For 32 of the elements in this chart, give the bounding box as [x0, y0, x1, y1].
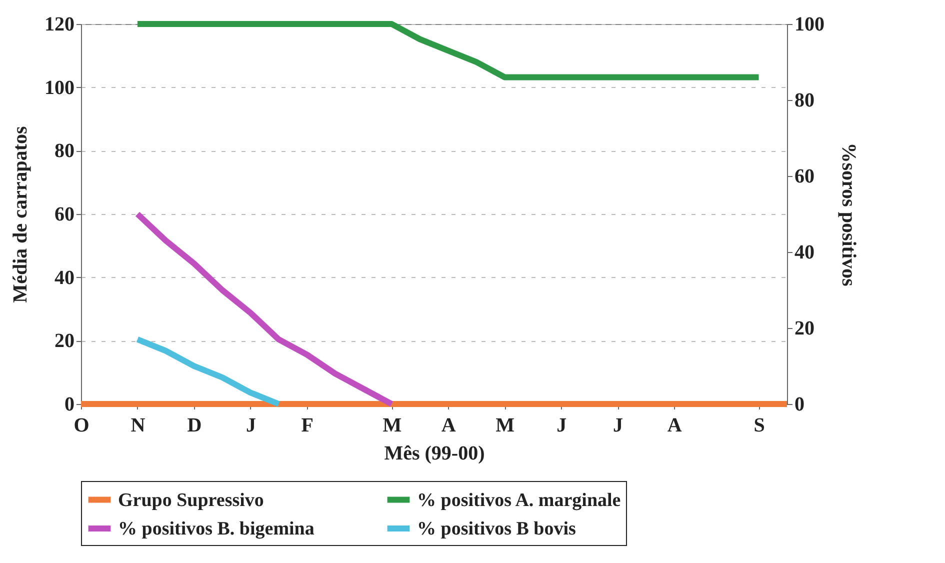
x-tick-label: J [556, 414, 567, 436]
legend-label: Grupo Supressivo [118, 490, 264, 511]
y2-tick-label: 20 [794, 318, 814, 340]
x-tick-label: J [246, 414, 256, 436]
y2-tick-label: 0 [794, 394, 804, 416]
y2-tick-label: 40 [794, 242, 814, 264]
y2-axis-title: %soros positivos [838, 142, 860, 286]
legend-label: % positivos B. bigemina [118, 518, 315, 540]
x-tick-label: M [496, 414, 515, 436]
x-tick-label: A [667, 414, 682, 436]
y-tick-label: 60 [54, 204, 74, 226]
x-tick-label: J [613, 414, 624, 436]
legend-label: % positivos A. marginale [417, 490, 621, 511]
legend-label: % positivos B bovis [417, 518, 576, 540]
y2-tick-label: 100 [794, 14, 824, 36]
y2-tick-label: 60 [794, 166, 814, 188]
x-tick-label: F [301, 414, 314, 436]
y-tick-label: 100 [44, 76, 74, 99]
y-tick-label: 80 [54, 140, 74, 162]
y-tick-label: 0 [64, 394, 74, 416]
x-tick-label: O [74, 414, 90, 436]
x-tick-label: S [754, 414, 765, 436]
x-tick-label: N [130, 414, 146, 436]
y-tick-label: 20 [54, 330, 74, 352]
y-tick-label: 40 [54, 266, 74, 289]
y-axis-title: Média de carrapatos [10, 126, 32, 303]
x-tick-label: A [441, 414, 456, 436]
y-tick-label: 120 [44, 14, 74, 36]
y2-tick-label: 80 [794, 90, 814, 112]
x-axis-title: Mês (99-00) [384, 442, 485, 464]
x-tick-label: M [382, 414, 402, 436]
x-tick-label: D [187, 414, 202, 436]
